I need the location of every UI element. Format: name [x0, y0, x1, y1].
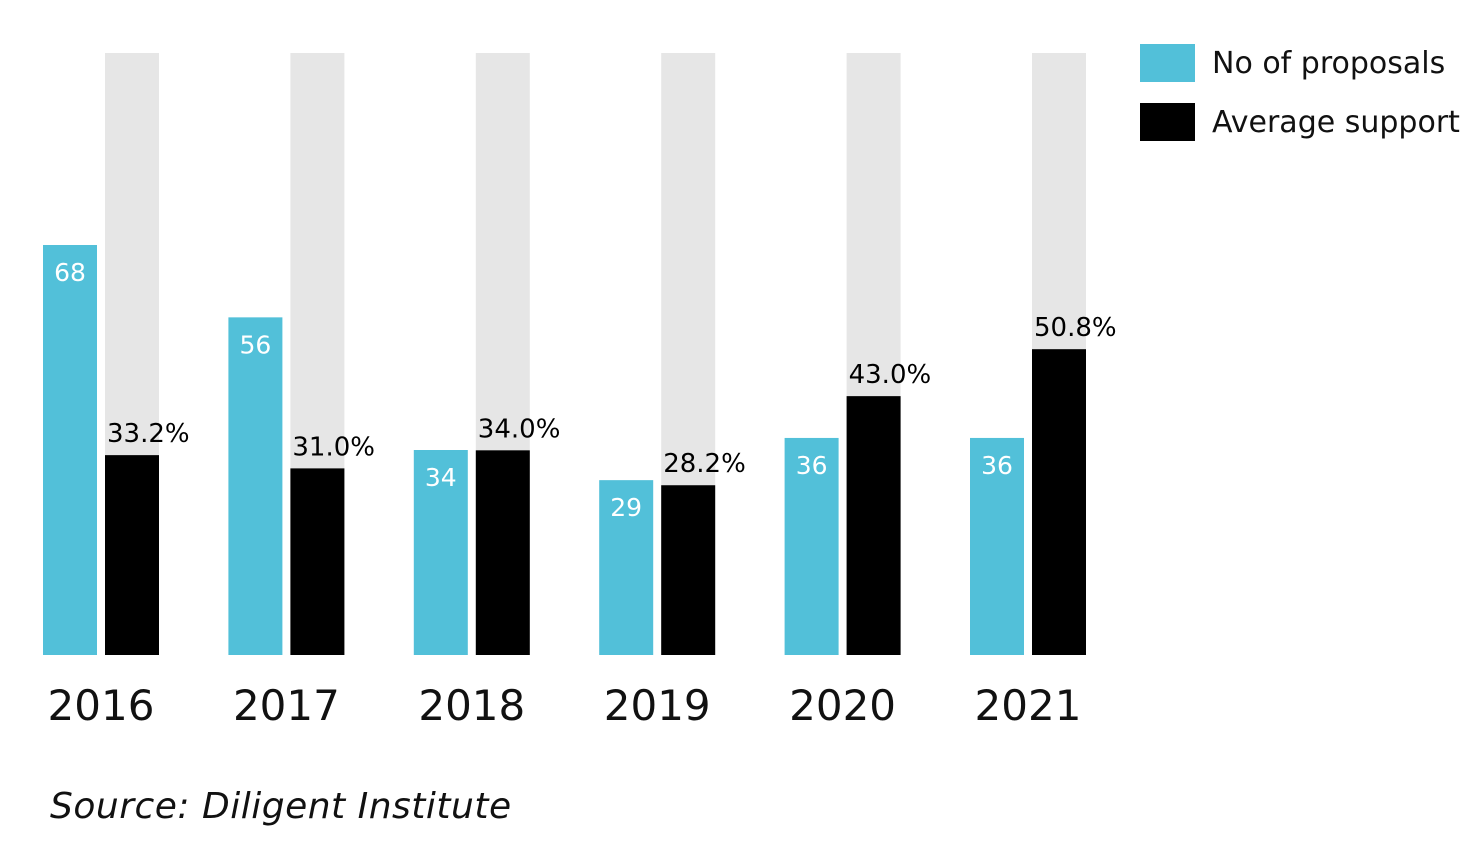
proposals-label-2016: 68	[54, 258, 86, 287]
support-bar-2021	[1032, 349, 1086, 655]
support-label-2020: 43.0%	[849, 360, 932, 390]
proposals-bar-2018	[413, 450, 468, 655]
legend-swatch-support	[1140, 103, 1195, 141]
legend-swatch-proposals	[1140, 44, 1195, 82]
x-tick-label-2021: 2021	[975, 681, 1082, 730]
legend-label-support: Average support	[1212, 104, 1460, 140]
support-label-2021: 50.8%	[1034, 313, 1117, 343]
x-tick-label-2016: 2016	[48, 681, 155, 730]
support-bar-2018	[475, 450, 530, 655]
support-bar-2020	[846, 396, 901, 655]
legend-label-proposals: No of proposals	[1212, 45, 1446, 81]
source-note: Source: Diligent Institute	[50, 786, 512, 827]
support-label-2017: 31.0%	[292, 432, 375, 462]
proposals-label-2021: 36	[981, 451, 1013, 480]
proposals-bar-2016	[43, 245, 97, 655]
x-tick-label-2017: 2017	[233, 681, 340, 730]
proposals-label-2018: 34	[425, 463, 457, 492]
x-tick-label-2020: 2020	[789, 681, 896, 730]
legend-item-support: Average support	[1140, 103, 1460, 141]
support-label-2016: 33.2%	[107, 419, 190, 449]
support-label-2018: 34.0%	[478, 414, 561, 444]
support-bar-2019	[661, 485, 716, 655]
proposals-bar-2017	[228, 317, 283, 655]
x-tick-label-2018: 2018	[418, 681, 525, 730]
proposals-label-2020: 36	[796, 451, 828, 480]
legend: No of proposals Average support	[1140, 44, 1460, 162]
proposals-bar-2020	[784, 437, 839, 655]
x-tick-label-2019: 2019	[604, 681, 711, 730]
proposals-label-2019: 29	[610, 493, 642, 522]
support-label-2019: 28.2%	[663, 449, 746, 479]
proposals-bar-2019	[599, 480, 654, 655]
support-bar-2016	[105, 455, 159, 655]
support-bar-2017	[290, 468, 345, 655]
proposals-bar-2021	[970, 437, 1024, 655]
legend-item-proposals: No of proposals	[1140, 44, 1460, 82]
proposals-label-2017: 56	[239, 330, 271, 359]
